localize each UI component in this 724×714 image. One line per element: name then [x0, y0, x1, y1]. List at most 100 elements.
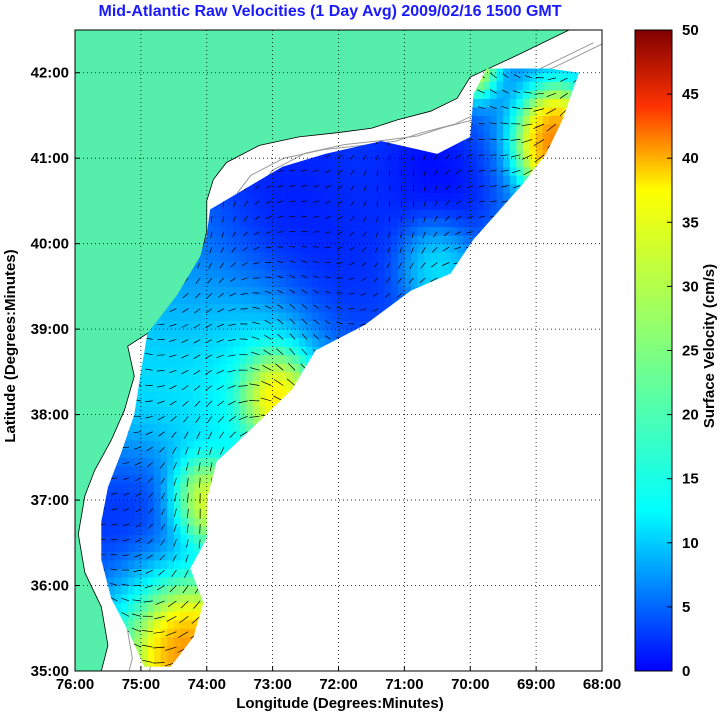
velocity-cell — [384, 252, 392, 262]
velocity-cell — [226, 277, 234, 287]
velocity-cell — [187, 465, 195, 475]
velocity-cell — [272, 252, 280, 262]
velocity-cell — [272, 320, 280, 330]
velocity-cell — [490, 158, 498, 168]
velocity-cell — [206, 218, 214, 228]
velocity-cell — [463, 192, 471, 202]
velocity-cell — [404, 183, 412, 193]
velocity-cell — [292, 158, 300, 168]
velocity-cell — [219, 312, 228, 322]
velocity-cell — [285, 243, 293, 253]
velocity-cell — [127, 611, 135, 621]
velocity-cell — [345, 235, 353, 245]
velocity-cell — [424, 243, 432, 253]
velocity-cell — [292, 286, 300, 296]
velocity-cell — [233, 252, 241, 262]
velocity-cell — [299, 183, 307, 193]
velocity-cell — [127, 431, 135, 441]
velocity-cell — [259, 260, 267, 270]
velocity-cell — [463, 226, 471, 236]
velocity-cell — [279, 320, 287, 330]
velocity-cell — [424, 218, 432, 228]
velocity-cell — [206, 226, 214, 236]
velocity-cell — [239, 243, 247, 253]
velocity-cell — [140, 542, 149, 552]
velocity-cell — [154, 414, 162, 424]
velocity-cell — [167, 303, 175, 313]
velocity-cell — [127, 483, 135, 493]
velocity-cell — [371, 218, 379, 228]
velocity-cell — [173, 636, 181, 646]
velocity-cell — [279, 209, 287, 219]
velocity-cell — [193, 260, 201, 270]
velocity-cell — [338, 192, 346, 202]
velocity-cell — [470, 98, 478, 108]
velocity-cell — [180, 423, 188, 433]
velocity-cell — [490, 175, 498, 185]
velocity-cell — [358, 175, 366, 185]
velocity-cell — [167, 354, 175, 364]
velocity-cell — [299, 235, 307, 245]
velocity-cell — [338, 226, 346, 236]
velocity-cell — [345, 209, 353, 219]
velocity-cell — [470, 115, 478, 125]
velocity-cell — [351, 303, 359, 313]
velocity-cell — [193, 406, 201, 416]
velocity-cell — [187, 269, 195, 279]
velocity-cell — [147, 619, 155, 629]
velocity-cell — [134, 431, 142, 441]
velocity-cell — [193, 448, 201, 458]
velocity-cell — [358, 303, 366, 313]
velocity-cell — [266, 218, 274, 228]
velocity-cell — [470, 166, 478, 176]
velocity-cell — [292, 329, 300, 339]
velocity-cell — [338, 209, 346, 219]
velocity-cell — [490, 141, 498, 151]
velocity-cell — [167, 465, 175, 475]
velocity-cell — [246, 397, 254, 407]
velocity-cell — [154, 636, 162, 646]
velocity-cell — [147, 628, 155, 638]
velocity-cell — [180, 312, 188, 322]
velocity-cell — [378, 269, 386, 279]
velocity-cell — [397, 226, 405, 236]
velocity-cell — [338, 183, 346, 193]
velocity-cell — [206, 312, 214, 322]
velocity-cell — [503, 175, 511, 185]
velocity-cell — [279, 235, 287, 245]
velocity-cell — [285, 320, 293, 330]
velocity-cell — [121, 500, 129, 510]
velocity-cell — [219, 414, 228, 424]
velocity-cell — [358, 209, 366, 219]
velocity-cell — [154, 611, 162, 621]
velocity-cell — [154, 517, 162, 527]
velocity-cell — [134, 585, 142, 595]
velocity-cell — [437, 175, 445, 185]
velocity-cell — [200, 448, 208, 458]
velocity-cell — [154, 363, 162, 373]
velocity-cell — [167, 457, 175, 467]
velocity-cell — [331, 329, 340, 339]
velocity-cell — [404, 260, 412, 270]
velocity-cell — [463, 141, 471, 151]
velocity-cell — [127, 568, 135, 578]
velocity-cell — [397, 175, 405, 185]
velocity-cell — [134, 406, 142, 416]
velocity-cell — [160, 525, 168, 535]
velocity-cell — [187, 611, 195, 621]
velocity-cell — [219, 397, 228, 407]
velocity-cell — [305, 226, 313, 236]
velocity-cell — [503, 158, 511, 168]
velocity-cell — [503, 132, 511, 142]
velocity-cell — [114, 577, 122, 587]
velocity-cell — [187, 329, 195, 339]
velocity-cell — [121, 508, 129, 518]
velocity-cell — [292, 294, 300, 304]
velocity-cell — [127, 457, 135, 467]
velocity-cell — [147, 389, 155, 399]
velocity-cell — [371, 260, 379, 270]
velocity-cell — [266, 363, 274, 373]
velocity-cell — [259, 218, 267, 228]
velocity-cell — [173, 534, 181, 544]
velocity-cell — [325, 200, 333, 210]
